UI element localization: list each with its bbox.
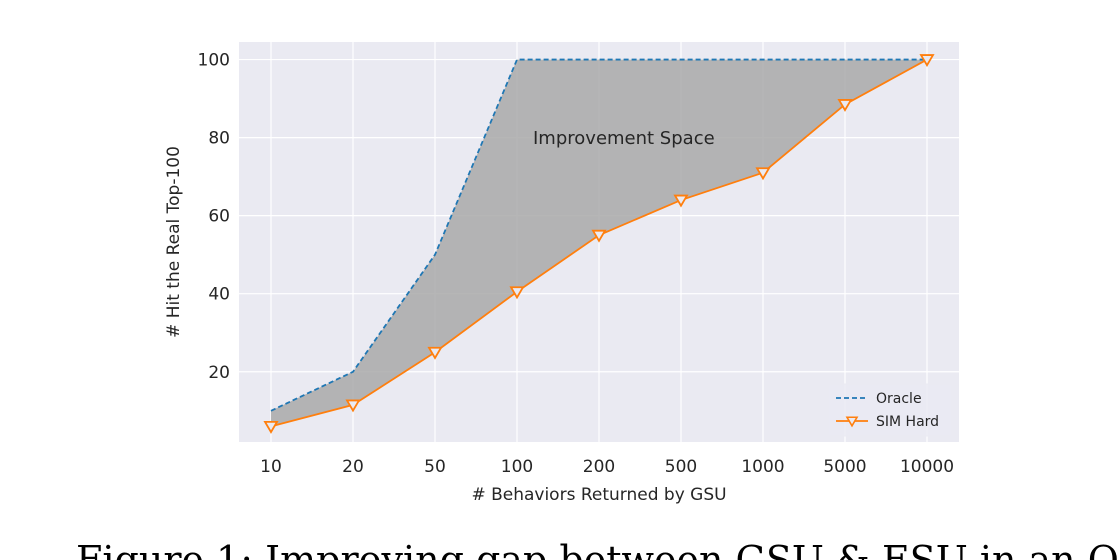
figure-caption: Figure 1: Improving gap between GSU & ES… bbox=[0, 530, 1120, 560]
data-point-marker bbox=[591, 229, 607, 243]
data-point-marker bbox=[509, 286, 525, 300]
series-line-0 bbox=[270, 58, 927, 412]
x-tick-label: 1000 bbox=[741, 457, 784, 477]
x-tick-label: 500 bbox=[665, 457, 697, 477]
x-tick-label: 5000 bbox=[823, 457, 866, 477]
data-point-marker bbox=[673, 194, 689, 208]
y-tick-label: 40 bbox=[208, 285, 230, 305]
x-tick-label: 200 bbox=[583, 457, 615, 477]
data-point-marker bbox=[919, 54, 935, 68]
data-point-marker bbox=[345, 399, 361, 413]
improvement-space-label: Improvement Space bbox=[533, 128, 715, 149]
data-point-marker bbox=[837, 99, 853, 112]
x-axis-label: # Behaviors Returned by GSU bbox=[471, 485, 726, 505]
data-point-marker bbox=[263, 420, 279, 434]
chart: 20 40 60 80 100 10 20 50 100 200 500 1000 5000 10000… bbox=[164, 42, 959, 505]
legend-label: SIM Hard bbox=[876, 414, 939, 430]
legend-marker bbox=[845, 416, 859, 428]
y-tick-label: 60 bbox=[208, 207, 230, 227]
x-tick-labels: 10 20 50 100 200 500 1000 5000 10000 bbox=[260, 457, 954, 477]
improvement-space-area bbox=[271, 59, 927, 427]
y-tick-label: 80 bbox=[208, 129, 230, 149]
caption-text: Figure 1: Improving gap between GSU & ES… bbox=[76, 538, 1120, 560]
legend: Oracle SIM Hard bbox=[827, 383, 953, 437]
y-tick-labels: 20 40 60 80 100 bbox=[198, 51, 230, 383]
data-point-marker bbox=[427, 346, 443, 360]
x-tick-label: 10 bbox=[260, 457, 282, 477]
x-tick-label: 100 bbox=[501, 457, 533, 477]
y-axis-label: # Hit the Real Top-100 bbox=[164, 146, 184, 338]
data-point-marker bbox=[755, 167, 771, 181]
x-tick-label: 50 bbox=[424, 457, 446, 477]
legend-label: Oracle bbox=[876, 391, 922, 407]
legend-box bbox=[827, 383, 953, 437]
x-tick-label: 10000 bbox=[900, 457, 954, 477]
series-layer bbox=[263, 54, 935, 434]
y-tick-label: 100 bbox=[198, 51, 230, 71]
x-tick-label: 20 bbox=[342, 457, 364, 477]
y-tick-label: 20 bbox=[208, 363, 230, 383]
